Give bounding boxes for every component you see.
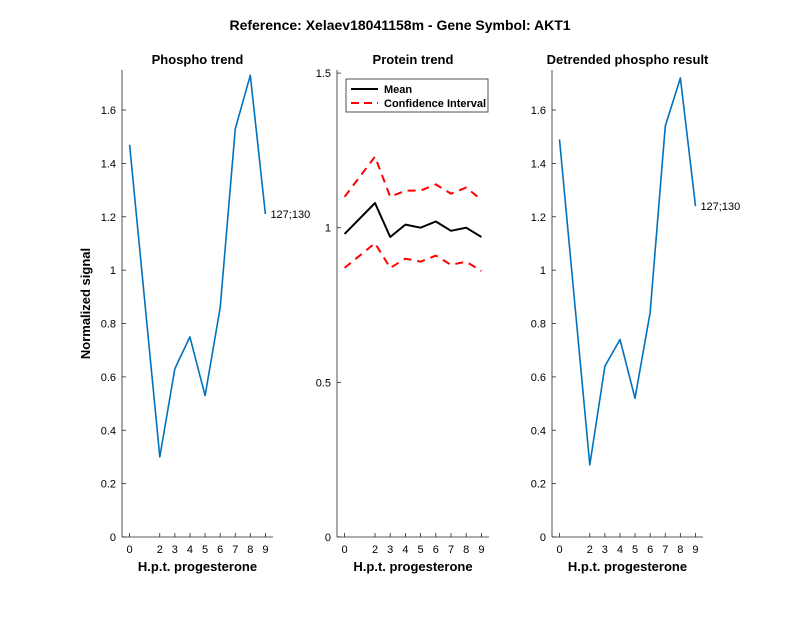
y-tick-label: 1: [540, 265, 546, 277]
x-tick-label: 0: [556, 544, 562, 556]
data-label: 127;130: [270, 209, 310, 221]
x-tick-label: 3: [387, 544, 393, 556]
panel-title: Detrended phospho result: [547, 52, 709, 67]
y-tick-label: 1.6: [101, 105, 116, 117]
y-tick-label: 1.4: [101, 158, 116, 170]
y-tick-label: 0: [110, 532, 116, 544]
figure-title: Reference: Xelaev18041158m - Gene Symbol…: [229, 17, 571, 33]
y-tick-label: 1.2: [531, 212, 546, 224]
y-tick-label: 1: [110, 265, 116, 277]
y-tick-label: 1.6: [531, 105, 546, 117]
x-tick-label: 7: [232, 544, 238, 556]
x-tick-label: 5: [202, 544, 208, 556]
ci-lower-line: [343, 242, 482, 272]
y-axis-label: Normalized signal: [78, 248, 93, 359]
x-tick-label: 6: [433, 544, 439, 556]
x-tick-label: 8: [247, 544, 253, 556]
chart-panel-2: 0 0.5 1 1.5 0 2 3 4 5 6 7 8 9 Protein trend H.p.t. pro…: [316, 52, 489, 574]
x-tick-label: 3: [602, 544, 608, 556]
mean-line: [343, 202, 482, 238]
y-tick-label: 1: [325, 223, 331, 235]
y-tick-label: 1.2: [101, 212, 116, 224]
x-tick-label: 6: [217, 544, 223, 556]
x-tick-label: 4: [187, 544, 193, 556]
y-tick-label: 0: [540, 532, 546, 544]
x-tick-label: 3: [172, 544, 178, 556]
legend-box: [345, 78, 489, 113]
x-tick-label: 8: [677, 544, 683, 556]
x-tick-label: 2: [372, 544, 378, 556]
x-axis-label: H.p.t. progesterone: [353, 559, 472, 574]
x-tick-label: 9: [478, 544, 484, 556]
y-tick-label: 0.4: [531, 425, 546, 437]
data-line: [128, 74, 267, 458]
chart-panel-1: 0 0.2 0.4 0.6 0.8 1 1.2 1.4 1.6 0 2 3 4 5 6 7 8 9 Phospho …: [78, 52, 310, 574]
y-tick-label: 0.4: [101, 425, 116, 437]
y-tick-label: 0.5: [316, 377, 331, 389]
panel-title: Phospho trend: [152, 52, 244, 67]
x-tick-label: 4: [402, 544, 408, 556]
y-tick-label: 0.2: [531, 479, 546, 491]
x-tick-label: 7: [448, 544, 454, 556]
x-tick-label: 0: [126, 544, 132, 556]
x-tick-label: 9: [262, 544, 268, 556]
y-tick-label: 0: [325, 532, 331, 544]
y-tick-label: 0.8: [101, 319, 116, 331]
legend-entry-label: Mean: [384, 84, 412, 96]
y-tick-label: 0.6: [531, 372, 546, 384]
y-tick-label: 0.2: [101, 479, 116, 491]
x-tick-label: 0: [342, 544, 348, 556]
y-tick-label: 0.8: [531, 319, 546, 331]
y-tick-label: 0.6: [101, 372, 116, 384]
data-label: 127;130: [700, 201, 740, 213]
x-tick-label: 4: [617, 544, 623, 556]
x-tick-label: 6: [647, 544, 653, 556]
x-tick-label: 5: [418, 544, 424, 556]
x-tick-label: 5: [632, 544, 638, 556]
y-tick-label: 1.4: [531, 158, 546, 170]
x-axis-label: H.p.t. progesterone: [568, 559, 687, 574]
y-tick-label: 1.5: [316, 68, 331, 80]
x-tick-label: 2: [157, 544, 163, 556]
x-tick-label: 7: [662, 544, 668, 556]
x-tick-label: 9: [692, 544, 698, 556]
x-tick-label: 2: [587, 544, 593, 556]
data-line: [558, 77, 697, 466]
ci-upper-line: [343, 155, 483, 201]
legend-entry-label: Confidence Interval: [384, 98, 486, 110]
panel-title: Protein trend: [373, 52, 454, 67]
x-tick-label: 8: [463, 544, 469, 556]
chart-panel-3: 0 0.2 0.4 0.6 0.8 1 1.2 1.4 1.6 0 2 3 4 5 6 7 8 9 Detrende…: [531, 52, 741, 574]
x-axis-label: H.p.t. progesterone: [138, 559, 257, 574]
